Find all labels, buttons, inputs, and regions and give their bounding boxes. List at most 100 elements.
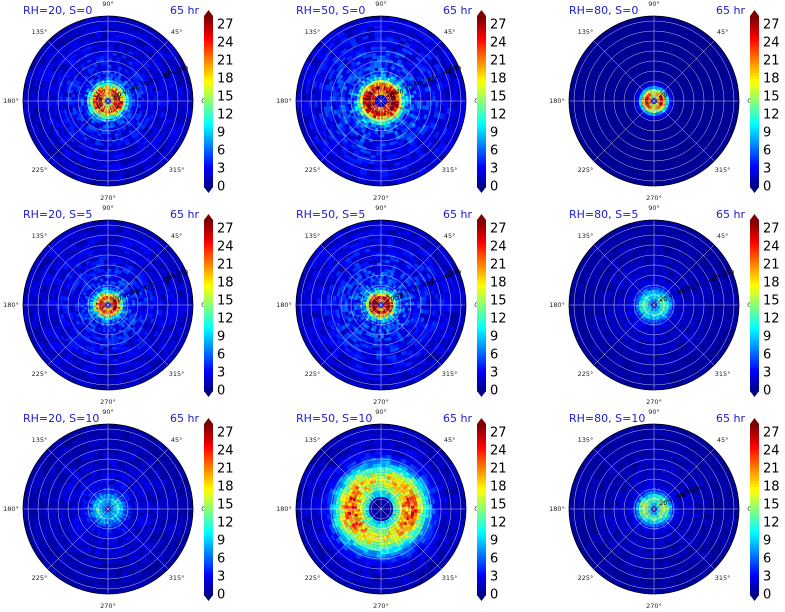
field-cell	[639, 95, 643, 98]
field-cell	[86, 29, 95, 35]
colorbar-3	[750, 10, 759, 193]
field-cell	[133, 82, 138, 87]
field-cell	[142, 89, 147, 94]
field-cell	[130, 108, 135, 112]
field-cell	[63, 109, 68, 115]
colorbar-segment	[204, 147, 213, 151]
field-cell	[373, 95, 377, 98]
colorbar-segment	[477, 38, 486, 43]
field-cell	[41, 135, 48, 144]
colorbar-segment	[477, 124, 486, 128]
field-cell	[113, 99, 118, 101]
field-cell	[70, 167, 79, 174]
field-cell	[335, 101, 339, 106]
field-cell	[121, 286, 126, 290]
field-cell	[382, 106, 384, 110]
field-cell	[401, 129, 407, 134]
field-cell	[388, 109, 392, 113]
field-cell	[83, 112, 88, 117]
field-cell	[50, 101, 54, 107]
field-cell	[96, 97, 100, 100]
field-cell	[151, 86, 156, 93]
field-cell	[98, 99, 103, 101]
field-cell	[100, 77, 104, 81]
field-cell	[414, 111, 419, 117]
field-cell	[180, 60, 187, 70]
field-cell	[169, 120, 175, 128]
field-cell	[108, 106, 110, 111]
field-cell	[405, 52, 412, 59]
field-cell	[71, 101, 75, 105]
field-cell	[93, 53, 100, 58]
field-cell	[108, 295, 110, 300]
field-cell	[358, 56, 364, 61]
field-cell	[161, 54, 169, 63]
field-cell	[41, 58, 48, 67]
field-cell	[386, 80, 390, 85]
field-cell	[116, 53, 123, 58]
field-cell	[103, 55, 108, 59]
field-cell	[398, 81, 403, 86]
field-cell	[687, 101, 691, 105]
colorbar-tick-label: 15	[763, 89, 780, 105]
field-cell	[102, 293, 105, 297]
field-cell	[142, 80, 148, 86]
field-cell	[355, 136, 361, 142]
field-cell	[385, 95, 389, 98]
field-cell	[76, 109, 80, 114]
field-cell	[106, 310, 108, 315]
field-cell	[386, 99, 391, 101]
field-cell	[180, 115, 186, 124]
field-cell	[73, 87, 78, 92]
field-cell	[378, 103, 381, 107]
field-cell	[77, 101, 81, 104]
field-cell	[82, 116, 87, 121]
field-cell	[123, 283, 128, 288]
field-cell	[313, 66, 320, 75]
field-cell	[654, 103, 656, 108]
field-cell	[644, 110, 648, 114]
field-cell	[133, 159, 141, 166]
field-cell	[113, 284, 117, 289]
field-cell	[381, 164, 388, 168]
field-cell	[361, 162, 369, 167]
field-cell	[86, 285, 91, 290]
colorbar-tick-label: 15	[490, 89, 507, 105]
field-cell	[104, 115, 107, 120]
field-cell	[69, 58, 76, 65]
field-cell	[648, 83, 652, 87]
field-cell	[668, 105, 672, 108]
field-cell	[404, 176, 414, 183]
field-cell	[104, 137, 108, 141]
field-cell	[108, 125, 111, 129]
field-cell	[404, 154, 412, 160]
field-cell	[355, 88, 360, 92]
field-cell	[419, 26, 429, 33]
field-cell	[632, 73, 638, 78]
field-cell	[89, 83, 93, 88]
field-cell	[108, 79, 111, 83]
field-cell	[645, 103, 649, 106]
field-cell	[139, 39, 147, 46]
field-cell	[327, 121, 333, 129]
field-cell	[662, 96, 666, 99]
field-cell	[129, 98, 133, 101]
field-cell	[386, 108, 389, 112]
field-cell	[127, 118, 132, 123]
field-cell	[111, 322, 115, 326]
field-cell	[98, 106, 102, 110]
field-cell	[383, 76, 386, 81]
field-cell	[75, 116, 81, 122]
field-cell	[76, 39, 84, 45]
field-cell	[117, 122, 121, 127]
field-cell	[77, 60, 83, 66]
radial-tick-label: 100	[421, 76, 433, 84]
field-cell	[641, 86, 645, 91]
field-cell	[115, 62, 120, 67]
field-cell	[348, 159, 356, 166]
field-cell	[103, 296, 106, 300]
field-cell	[347, 94, 352, 99]
field-cell	[116, 129, 121, 133]
field-cell	[365, 76, 370, 81]
field-cell	[108, 52, 113, 56]
